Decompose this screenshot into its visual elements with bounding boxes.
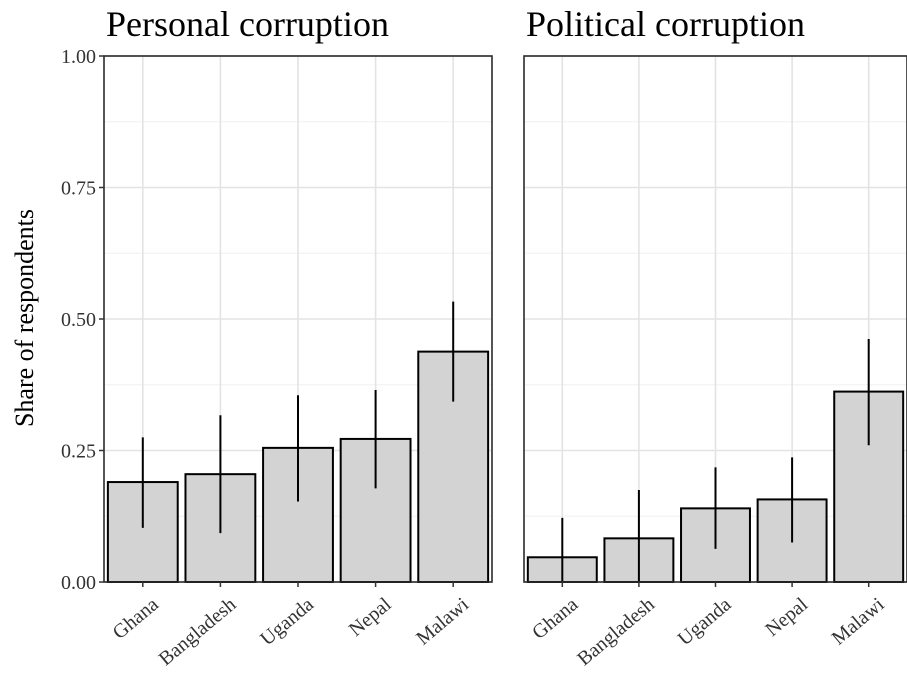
x-tick-label-bangladesh: Bangladesh bbox=[155, 593, 241, 670]
x-tick-label-uganda: Uganda bbox=[674, 593, 736, 650]
x-tick-label-nepal: Nepal bbox=[345, 593, 396, 641]
x-tick-label-ghana: Ghana bbox=[109, 593, 163, 643]
y-tick-label: 0.00 bbox=[61, 572, 96, 594]
y-tick-label: 1.00 bbox=[61, 46, 96, 68]
x-tick-label-uganda: Uganda bbox=[256, 593, 318, 650]
panel-personal-corruption: Personal corruption 0.00 0.25 0.50 0.75 1.00 G… bbox=[61, 4, 493, 670]
panel-title: Personal corruption bbox=[106, 4, 389, 44]
x-tick-label-nepal: Nepal bbox=[761, 593, 812, 641]
x-tick-label-ghana: Ghana bbox=[528, 593, 582, 643]
y-tick-label: 0.50 bbox=[61, 309, 96, 331]
x-tick-label-bangladesh: Bangladesh bbox=[573, 593, 659, 670]
y-tick-label: 0.75 bbox=[61, 178, 96, 200]
y-tick-label: 0.25 bbox=[61, 441, 96, 463]
panel-title: Political corruption bbox=[526, 4, 805, 44]
x-tick-label-malawi: Malawi bbox=[412, 593, 473, 649]
x-tick-label-malawi: Malawi bbox=[828, 593, 889, 649]
y-axis-title: Share of respondents bbox=[10, 209, 39, 427]
